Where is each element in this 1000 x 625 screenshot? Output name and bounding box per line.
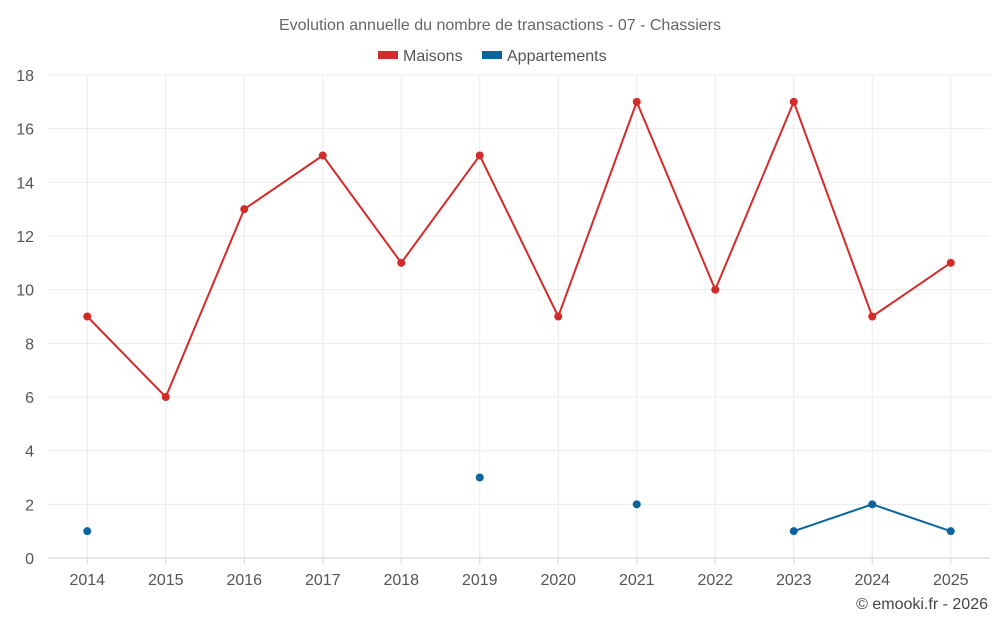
series-appartements (83, 473, 955, 536)
data-point[interactable] (161, 393, 170, 401)
y-tick-label: 4 (25, 444, 34, 461)
x-tick-label: 2014 (69, 572, 105, 589)
x-tick-label: 2021 (619, 572, 655, 589)
x-tick-label: 2019 (462, 572, 498, 589)
x-axis: 2014 2015 2016 2017 2018 2019 2020 2021 2022 2023… (48, 557, 990, 589)
y-tick-label: 0 (25, 551, 34, 568)
data-point[interactable] (711, 285, 720, 294)
y-tick-label: 2 (25, 497, 34, 514)
x-tick-label: 2022 (697, 572, 733, 589)
data-point[interactable] (83, 527, 92, 536)
x-tick-label: 2015 (148, 572, 184, 589)
data-point[interactable] (83, 312, 92, 321)
y-tick-label: 16 (16, 122, 34, 139)
series-maisons (83, 97, 955, 401)
chart-title: Evolution annuelle du nombre de transact… (279, 17, 721, 34)
y-tick-label: 14 (16, 175, 34, 192)
x-tick-label: 2017 (305, 572, 341, 589)
legend-label-maisons[interactable]: Maisons (403, 48, 463, 65)
y-tick-label: 18 (16, 68, 34, 85)
grid (48, 74, 990, 559)
data-point[interactable] (946, 258, 955, 267)
chart-legend: Maisons Appartements (378, 48, 607, 65)
y-axis: 0 2 4 6 8 10 12 14 16 18 (16, 68, 34, 568)
data-point[interactable] (318, 151, 327, 160)
data-point[interactable] (632, 97, 641, 106)
y-tick-label: 6 (25, 390, 34, 407)
credit-text: © emooki.fr - 2026 (856, 596, 988, 613)
data-point[interactable] (868, 500, 877, 509)
data-point[interactable] (868, 312, 877, 321)
data-point[interactable] (475, 151, 484, 160)
legend-swatch-maisons (378, 51, 398, 59)
y-tick-label: 12 (16, 229, 34, 246)
data-point[interactable] (632, 500, 641, 509)
x-tick-label: 2024 (854, 572, 890, 589)
x-tick-label: 2020 (540, 572, 576, 589)
x-tick-label: 2018 (383, 572, 419, 589)
y-tick-label: 10 (16, 283, 34, 300)
y-tick-label: 8 (25, 336, 34, 353)
data-point[interactable] (240, 205, 249, 214)
x-tick-label: 2025 (933, 572, 969, 589)
x-tick-label: 2016 (226, 572, 262, 589)
data-point[interactable] (397, 258, 406, 267)
data-point[interactable] (946, 527, 955, 536)
data-point[interactable] (475, 473, 484, 482)
data-point[interactable] (789, 97, 798, 106)
legend-label-appartements[interactable]: Appartements (507, 48, 607, 65)
series-layer (83, 97, 955, 536)
legend-swatch-appartements (482, 51, 502, 59)
data-point[interactable] (789, 527, 798, 536)
data-point[interactable] (554, 312, 563, 321)
series-line (86, 99, 952, 399)
x-tick-label: 2023 (776, 572, 812, 589)
